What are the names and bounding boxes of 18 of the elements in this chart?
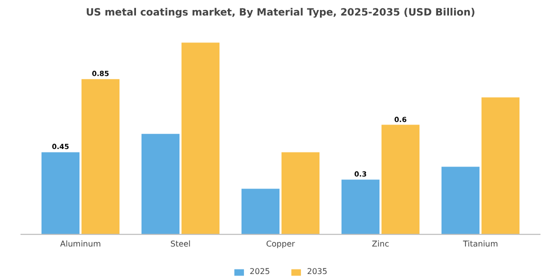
bar (282, 152, 320, 234)
bar (42, 152, 80, 234)
bar (342, 180, 380, 234)
bar (142, 134, 180, 234)
bar (382, 124, 420, 234)
bar (442, 166, 480, 234)
chart-title: US metal coatings market, By Material Type, 2025-2035 (USD Billion) (86, 8, 476, 18)
bar (82, 79, 120, 234)
bar (182, 42, 220, 234)
bar (242, 188, 280, 234)
legend-label: 2025 (250, 267, 270, 276)
bar (482, 97, 520, 234)
legend-label: 2035 (307, 267, 328, 276)
x-tick-label: Aluminum (60, 239, 102, 248)
x-tick-label: Copper (266, 239, 296, 248)
x-tick-label: Zinc (372, 239, 390, 248)
x-tick-label: Steel (170, 239, 191, 248)
x-tick-label: Titanium (462, 239, 498, 248)
